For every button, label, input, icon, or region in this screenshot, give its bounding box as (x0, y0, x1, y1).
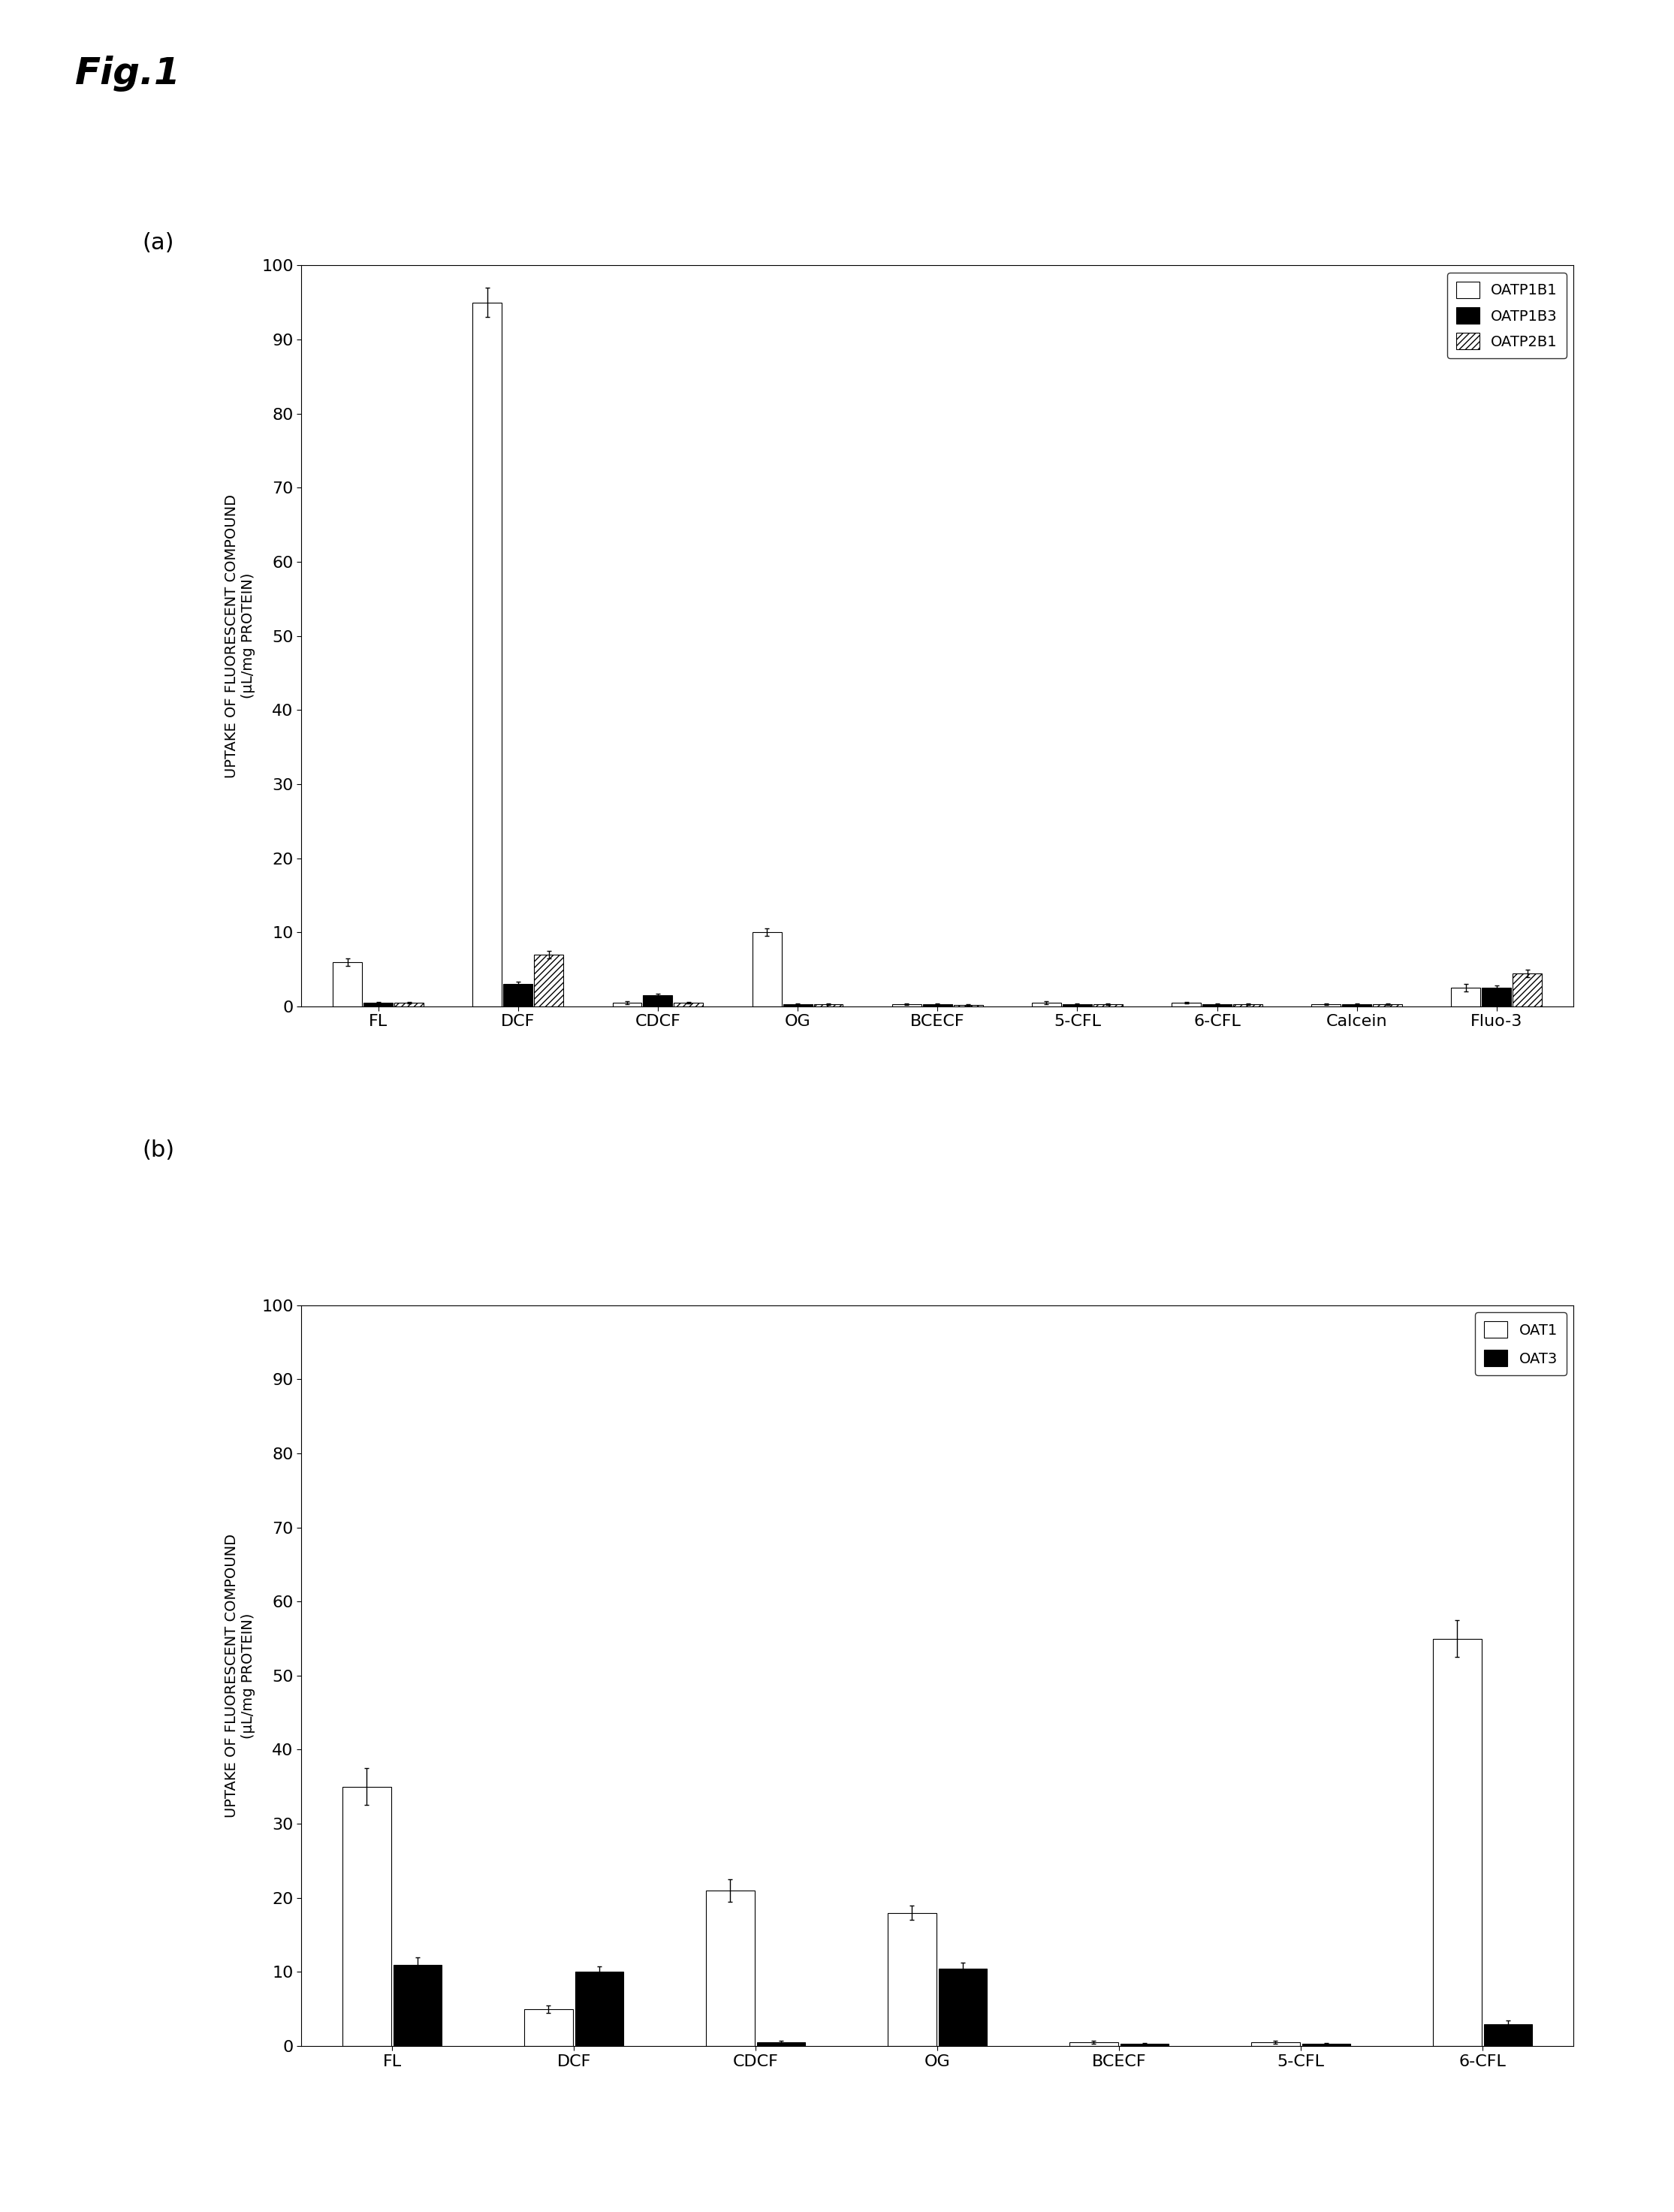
Bar (783, 1004, 812, 1006)
Bar (1483, 2024, 1532, 2046)
Y-axis label: UPTAKE OF FLUORESCENT COMPOUND
(μL/mg PROTEIN): UPTAKE OF FLUORESCENT COMPOUND (μL/mg PR… (224, 1533, 254, 1818)
Bar (1202, 1004, 1232, 1006)
Bar (1311, 1004, 1341, 1006)
Bar (922, 1004, 953, 1006)
Bar (1433, 1639, 1481, 2046)
Bar (1070, 2042, 1118, 2046)
Bar (1302, 2044, 1351, 2046)
Bar (395, 1002, 424, 1006)
Bar (1234, 1004, 1262, 1006)
Bar (757, 2042, 805, 2046)
Bar (892, 1004, 921, 1006)
Bar (887, 1913, 936, 2046)
Bar (1373, 1004, 1403, 1006)
Bar (643, 995, 673, 1006)
Bar (1252, 2042, 1299, 2046)
Bar (1451, 989, 1480, 1006)
Bar (363, 1002, 393, 1006)
Bar (814, 1004, 844, 1006)
Bar (1063, 1004, 1091, 1006)
Bar (524, 2008, 573, 2046)
Bar (1513, 973, 1542, 1006)
Bar (752, 933, 782, 1006)
Bar (1093, 1004, 1123, 1006)
Text: (b): (b) (142, 1139, 174, 1161)
Bar (613, 1002, 641, 1006)
Bar (1343, 1004, 1371, 1006)
Y-axis label: UPTAKE OF FLUORESCENT COMPOUND
(μL/mg PROTEIN): UPTAKE OF FLUORESCENT COMPOUND (μL/mg PR… (224, 493, 254, 779)
Text: Fig.1: Fig.1 (75, 55, 181, 91)
Bar (576, 1973, 623, 2046)
Bar (393, 1964, 442, 2046)
Bar (1481, 989, 1512, 1006)
Bar (1031, 1002, 1061, 1006)
Legend: OAT1, OAT3: OAT1, OAT3 (1475, 1312, 1567, 1376)
Bar (343, 1787, 392, 2046)
Bar (1120, 2044, 1168, 2046)
Bar (333, 962, 362, 1006)
Bar (472, 303, 502, 1006)
Bar (675, 1002, 703, 1006)
Bar (706, 1891, 755, 2046)
Text: (a): (a) (142, 232, 174, 254)
Legend: OATP1B1, OATP1B3, OATP2B1: OATP1B1, OATP1B3, OATP2B1 (1446, 272, 1567, 358)
Bar (1172, 1002, 1200, 1006)
Bar (534, 956, 564, 1006)
Bar (504, 984, 532, 1006)
Bar (939, 1969, 988, 2046)
